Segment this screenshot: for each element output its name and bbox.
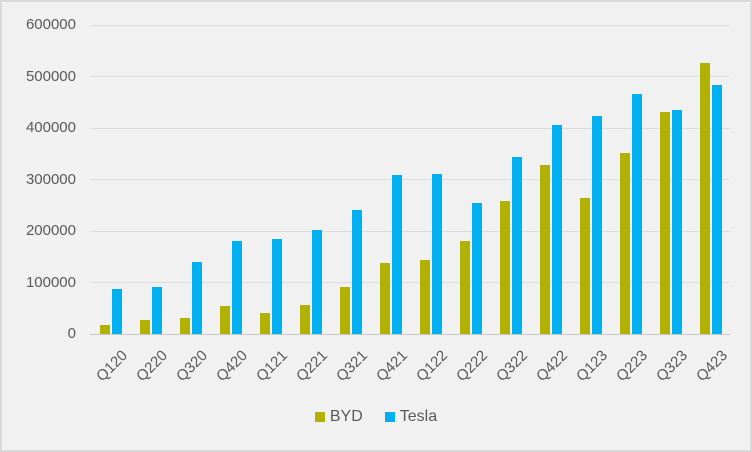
gridline-600000 — [90, 24, 730, 26]
bar-tesla-q322 — [512, 157, 522, 334]
bar-tesla-q420 — [232, 241, 242, 334]
chart-legend: BYD Tesla — [2, 408, 750, 426]
bar-tesla-q320 — [192, 262, 202, 334]
bar-byd-q220 — [140, 320, 150, 334]
bar-tesla-q423 — [712, 85, 722, 334]
bar-byd-q222 — [460, 241, 470, 334]
legend-swatch-tesla — [384, 412, 395, 422]
bar-byd-q323 — [660, 112, 670, 334]
bar-byd-q421 — [380, 263, 390, 334]
bar-byd-q321 — [340, 287, 350, 334]
legend-item-byd: BYD — [314, 408, 363, 426]
bar-tesla-q222 — [472, 203, 482, 334]
bar-tesla-q122 — [432, 174, 442, 334]
bar-byd-q122 — [420, 260, 430, 334]
bar-tesla-q421 — [392, 175, 402, 334]
legend-swatch-byd — [314, 412, 325, 422]
x-axis-line — [90, 333, 730, 335]
bar-byd-q320 — [180, 318, 190, 334]
bar-tesla-q120 — [112, 289, 122, 334]
y-axis-label-500000: 500000 — [25, 67, 76, 85]
gridline-500000 — [90, 76, 730, 77]
y-axis-label-0: 0 — [67, 325, 76, 342]
gridline-100000 — [90, 282, 730, 283]
bar-tesla-q221 — [312, 230, 322, 334]
bar-byd-q420 — [220, 306, 230, 334]
bar-byd-q422 — [540, 165, 550, 334]
legend-item-tesla: Tesla — [384, 408, 438, 426]
y-axis-label-400000: 400000 — [25, 119, 76, 136]
bar-byd-q221 — [300, 305, 310, 334]
bar-tesla-q123 — [592, 116, 602, 334]
gridline-400000 — [90, 127, 730, 129]
y-axis-label-600000: 600000 — [25, 16, 76, 33]
bar-byd-q120 — [100, 325, 110, 334]
legend-label-tesla: Tesla — [399, 408, 438, 425]
y-axis-label-100000: 100000 — [25, 273, 76, 291]
legend-label-byd: BYD — [329, 408, 363, 425]
bar-tesla-q323 — [672, 110, 682, 334]
gridline-300000 — [90, 179, 730, 180]
bar-byd-q121 — [260, 313, 270, 334]
bar-tesla-q321 — [352, 210, 362, 334]
y-axis-label-200000: 200000 — [25, 222, 76, 239]
bar-tesla-q220 — [152, 287, 162, 334]
bar-tesla-q121 — [272, 239, 282, 334]
gridline-200000 — [90, 230, 730, 232]
bar-byd-q223 — [620, 153, 630, 334]
bar-tesla-q223 — [632, 94, 642, 334]
y-axis-label-300000: 300000 — [25, 170, 76, 188]
bar-byd-q322 — [500, 201, 510, 334]
bar-byd-q123 — [580, 198, 590, 334]
bar-byd-q423 — [700, 63, 710, 334]
bar-tesla-q422 — [552, 125, 562, 334]
